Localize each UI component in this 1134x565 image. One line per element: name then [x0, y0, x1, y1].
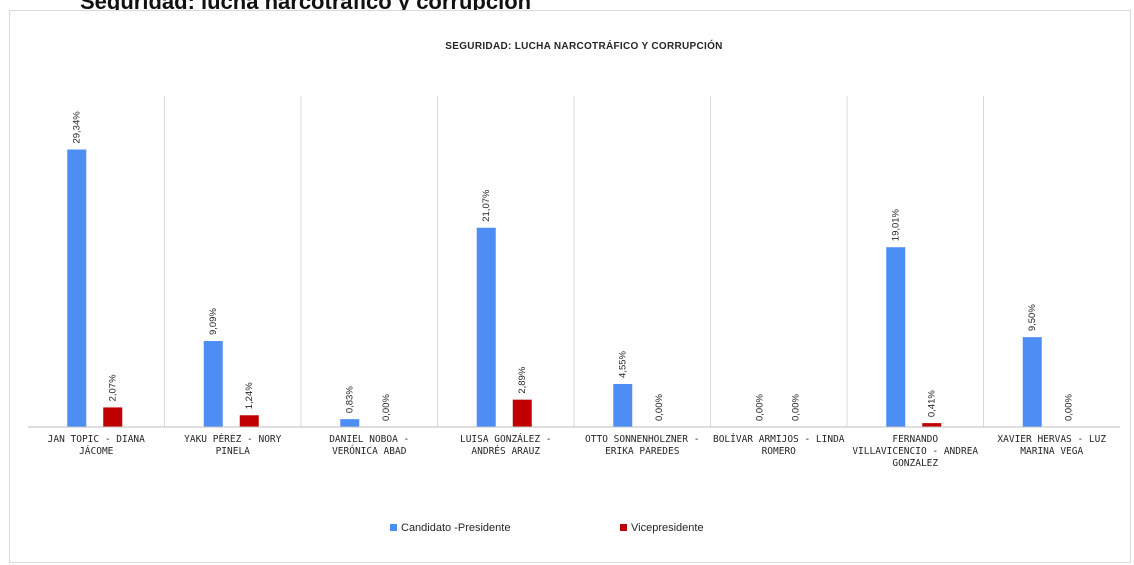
- data-label: 29,34%: [72, 111, 83, 144]
- bar-presidente-4: [613, 383, 633, 427]
- x-tick-label: ANDRÉS ARAUZ: [471, 445, 540, 457]
- bar-vicepresidente-1: [239, 415, 259, 427]
- x-tick-label: ERIKA PAREDES: [605, 446, 680, 457]
- data-label: 9,50%: [1027, 304, 1038, 331]
- bar-presidente-7: [1022, 337, 1042, 427]
- x-tick-label: OTTO SONNENHOLZNER -: [585, 434, 699, 445]
- data-label: 0,41%: [927, 390, 938, 417]
- bars: [67, 149, 1042, 427]
- x-tick-label: VERÓNICA ABAD: [332, 445, 407, 457]
- chart-title: SEGURIDAD: LUCHA NARCOTRÁFICO Y CORRUPCI…: [445, 39, 722, 52]
- bar-vicepresidente-6: [922, 423, 942, 427]
- legend-entry: Vicepresidente: [631, 522, 704, 534]
- bar-chart: SEGURIDAD: LUCHA NARCOTRÁFICO Y CORRUPCI…: [28, 39, 1120, 534]
- chart-frame: SEGURIDAD: LUCHA NARCOTRÁFICO Y CORRUPCI…: [9, 10, 1131, 563]
- bar-vicepresidente-3: [512, 399, 532, 427]
- legend-entry: Candidato -Presidente: [401, 522, 510, 534]
- data-label: 21,07%: [481, 189, 492, 222]
- data-label: 0,83%: [345, 386, 356, 413]
- data-labels: 29,34% 9,09% 0,83% 21,07% 4,55% 0,00% 19,01% 9,…: [72, 111, 1075, 421]
- data-label: 2,89%: [517, 366, 528, 393]
- legend: Candidato -Presidente Vicepresidente: [390, 522, 704, 534]
- bar-presidente-3: [476, 227, 496, 427]
- data-label: 0,00%: [754, 394, 765, 421]
- data-label: 0,00%: [1063, 394, 1074, 421]
- bar-presidente-2: [340, 419, 360, 427]
- x-tick-label: VILLAVICENCIO - ANDREA: [852, 446, 978, 457]
- data-label: 9,09%: [208, 308, 219, 335]
- x-tick-label: GONZALEZ: [892, 458, 938, 469]
- x-tick-label: LUISA GONZÁLEZ -: [460, 433, 552, 445]
- x-tick-label: PINELA: [216, 446, 251, 457]
- x-tick-label: MARINA VEGA: [1020, 446, 1083, 457]
- data-label: 0,00%: [381, 394, 392, 421]
- data-label: 1,24%: [244, 382, 255, 409]
- x-tick-label: YAKU PÉREZ - NORY: [184, 433, 282, 445]
- x-tick-label: BOLÍVAR ARMIJOS - LINDA: [713, 433, 845, 445]
- data-label: 0,00%: [654, 394, 665, 421]
- bar-presidente-6: [886, 247, 906, 427]
- x-tick-label: FERNANDO: [892, 434, 938, 445]
- data-label: 0,00%: [790, 394, 801, 421]
- legend-swatch: [390, 524, 397, 531]
- data-label: 19,01%: [891, 208, 902, 241]
- bar-vicepresidente-0: [103, 407, 123, 427]
- x-tick-label: ROMERO: [762, 446, 797, 457]
- category-grid: [164, 96, 984, 427]
- legend-swatch: [620, 524, 627, 531]
- data-label: 2,07%: [108, 374, 119, 401]
- bar-presidente-1: [203, 341, 223, 427]
- x-tick-label: XAVIER HERVAS - LUZ: [997, 434, 1106, 445]
- x-tick-label: JÁCOME: [79, 445, 114, 457]
- bar-presidente-0: [67, 149, 87, 427]
- x-tick-label: JAN TOPIC - DIANA: [48, 434, 146, 445]
- x-tick-label: DANIEL NOBOA -: [329, 434, 409, 445]
- data-label: 4,55%: [618, 350, 629, 377]
